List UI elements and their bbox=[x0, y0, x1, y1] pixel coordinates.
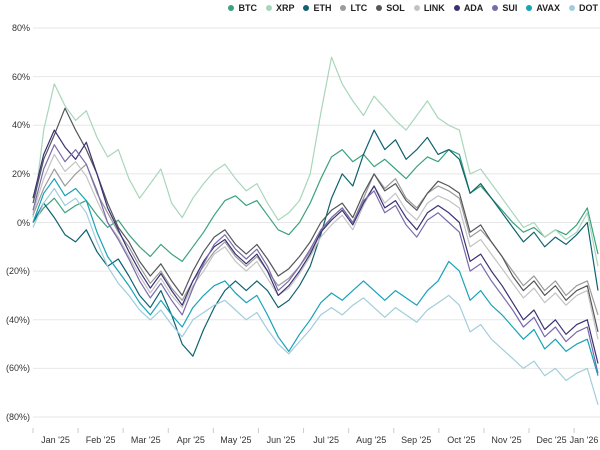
legend-item-link[interactable]: LINK bbox=[413, 3, 445, 13]
legend-item-dot[interactable]: DOT bbox=[569, 3, 598, 13]
y-axis-tick-label: (40%) bbox=[5, 314, 30, 325]
legend-label-dot: DOT bbox=[579, 3, 598, 13]
x-axis-tick-label: Dec '25 bbox=[536, 435, 567, 445]
legend-dot-sol bbox=[376, 5, 383, 11]
y-axis-tick-label: (60%) bbox=[5, 363, 30, 374]
legend-item-ada[interactable]: ADA bbox=[453, 3, 484, 13]
legend-label-link: LINK bbox=[423, 3, 445, 13]
series-line-eth bbox=[32, 129, 599, 357]
x-axis-tick-label: Jul '25 bbox=[313, 435, 339, 445]
legend-label-sui: SUI bbox=[502, 3, 518, 13]
series-line-avax bbox=[32, 178, 599, 376]
y-axis-tick-label: 40% bbox=[11, 120, 30, 131]
legend-dot-avax bbox=[526, 5, 533, 11]
x-axis-tick-label: Jun '25 bbox=[266, 435, 296, 445]
series-line-sui bbox=[32, 144, 599, 374]
legend-dot-ada bbox=[453, 5, 460, 11]
y-axis-tick-label: 0% bbox=[16, 217, 30, 228]
legend-item-sol[interactable]: SOL bbox=[376, 3, 405, 13]
chart-legend: BTC XRP ETH LTC SOL LINK ADA SUI AVAX DOT bbox=[228, 3, 598, 13]
legend-dot-dot bbox=[569, 5, 575, 11]
legend-item-xrp[interactable]: XRP bbox=[265, 3, 295, 13]
x-axis-tick-label: May '25 bbox=[220, 435, 252, 445]
x-axis-tick-label: Jan '25 bbox=[41, 435, 70, 445]
x-axis-tick-label: Sep '25 bbox=[401, 435, 432, 445]
legend-label-sol: SOL bbox=[386, 3, 405, 13]
legend-label-avax: AVAX bbox=[536, 3, 560, 13]
legend-item-avax[interactable]: AVAX bbox=[526, 3, 560, 13]
legend-label-eth: ETH bbox=[313, 3, 332, 13]
x-axis-tick-label: Mar '25 bbox=[130, 435, 161, 445]
y-axis-tick-label: (80%) bbox=[5, 412, 30, 422]
legend-dot-link bbox=[413, 5, 420, 11]
legend-item-eth[interactable]: ETH bbox=[303, 3, 331, 13]
legend-label-xrp: XRP bbox=[275, 3, 295, 13]
legend-dot-btc bbox=[228, 5, 235, 11]
legend-item-sui[interactable]: SUI bbox=[492, 3, 517, 13]
y-axis-tick-label: 60% bbox=[11, 71, 30, 82]
legend-dot-eth bbox=[303, 5, 310, 11]
x-axis-tick-label: Jan '26 bbox=[569, 435, 599, 445]
x-axis-tick-label: Oct '25 bbox=[447, 435, 476, 445]
x-axis-tick-label: Aug '25 bbox=[356, 435, 387, 445]
legend-label-ada: ADA bbox=[463, 3, 484, 13]
legend-dot-ltc bbox=[340, 5, 347, 11]
x-axis-tick-label: Feb '25 bbox=[85, 435, 116, 445]
series-line-dot bbox=[32, 187, 599, 405]
x-axis-tick-label: Apr '25 bbox=[176, 435, 205, 445]
series-line-link bbox=[32, 153, 599, 340]
legend-dot-sui bbox=[492, 5, 499, 11]
series-line-btc bbox=[32, 149, 599, 262]
series-line-ada bbox=[32, 129, 599, 364]
series-line-sol bbox=[32, 107, 599, 333]
legend-label-ltc: LTC bbox=[350, 3, 368, 13]
legend-item-btc[interactable]: BTC bbox=[228, 3, 257, 13]
legend-item-ltc[interactable]: LTC bbox=[340, 3, 367, 13]
y-axis-tick-label: (20%) bbox=[5, 266, 30, 277]
series-line-xrp bbox=[32, 56, 599, 267]
x-axis-tick-label: Nov '25 bbox=[491, 435, 522, 445]
y-axis-tick-label: 80% bbox=[11, 23, 30, 33]
y-axis-tick-label: 20% bbox=[11, 168, 30, 179]
legend-dot-xrp bbox=[265, 5, 272, 11]
legend-label-btc: BTC bbox=[238, 3, 257, 13]
